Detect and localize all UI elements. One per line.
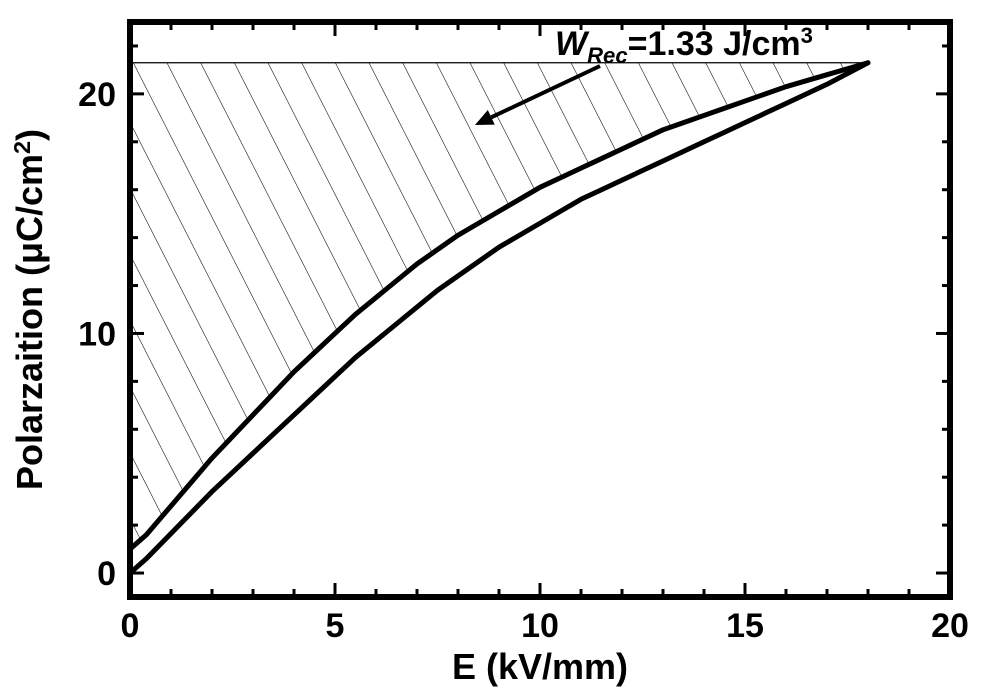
y-tick-label: 0: [97, 555, 116, 593]
x-tick-label: 0: [121, 607, 140, 645]
x-tick-label: 15: [726, 607, 764, 645]
x-tick-label: 5: [326, 607, 345, 645]
pe-loop-chart: 0 5 10 15 20 0 10 20 E (kV/mm) Polarzaition (μC/c…: [0, 0, 993, 694]
x-tick-label: 20: [931, 607, 969, 645]
x-axis-label: E (kV/mm): [452, 646, 628, 687]
x-tick-label: 10: [521, 607, 559, 645]
y-tick-label: 10: [78, 315, 116, 353]
y-tick-label: 20: [78, 76, 116, 114]
chart-svg: 0 5 10 15 20 0 10 20 E (kV/mm) Polarzaition (μC/c…: [0, 0, 993, 694]
y-axis-label: Polarzaition (μC/cm2): [9, 129, 50, 490]
